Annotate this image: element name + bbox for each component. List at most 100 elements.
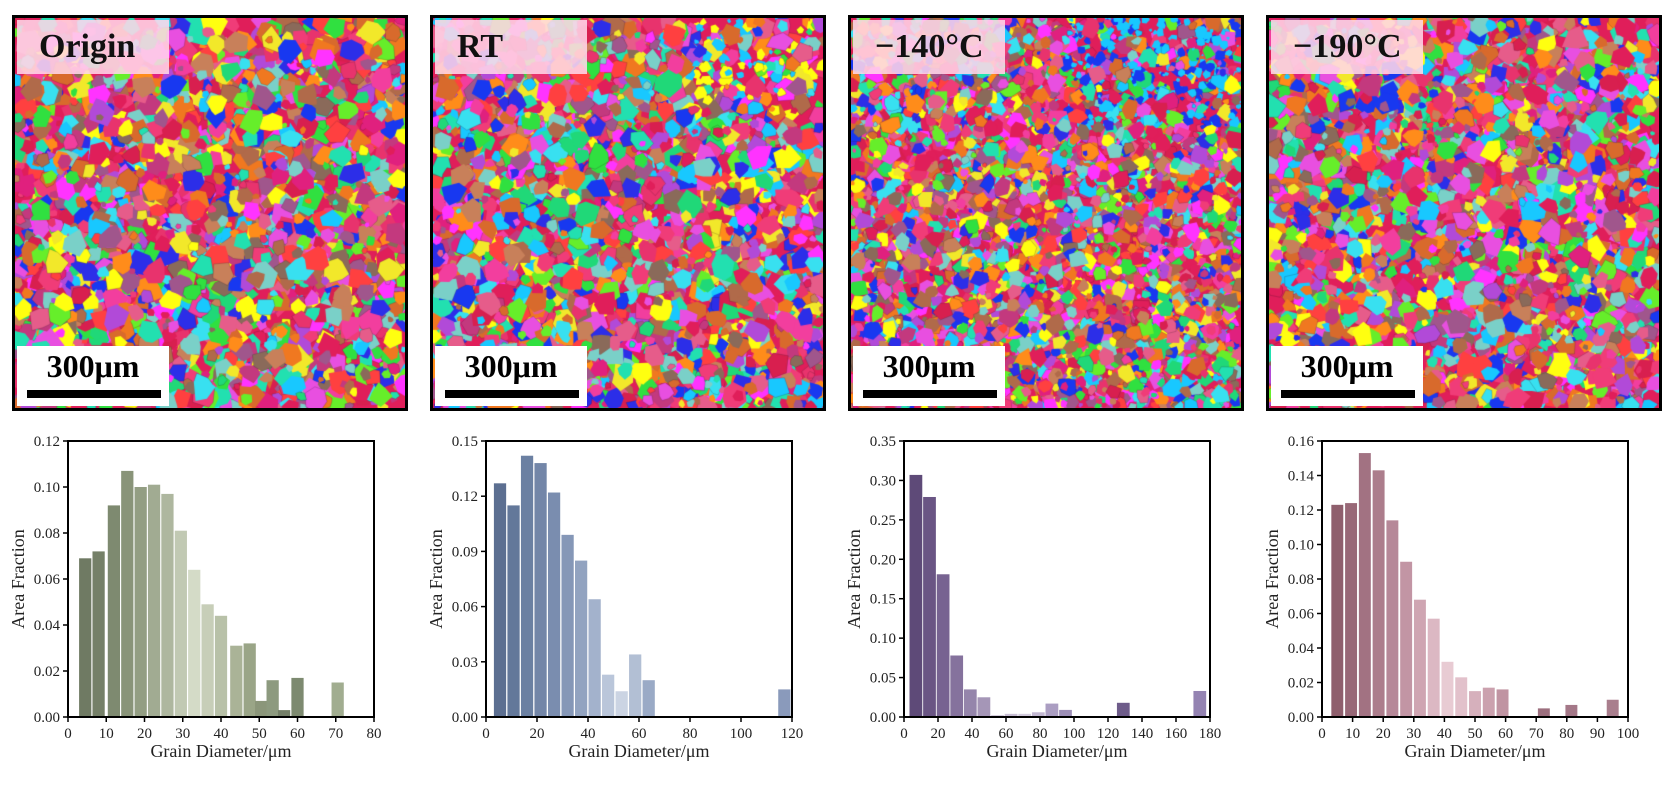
histogram-bar [909,474,923,717]
x-tick-label: 20 [931,726,946,742]
x-tick-label: 60 [1498,726,1513,742]
histogram-bar [1565,704,1578,717]
histogram-bar [778,689,791,717]
x-tick-label: 100 [1063,726,1086,742]
y-tick-label: 0.00 [1288,710,1314,726]
histogram-bar [230,645,243,717]
x-tick-label: 30 [175,726,190,742]
histogram-bar [277,710,291,717]
histogram-bar [1004,713,1018,717]
x-tick-label: 0 [1318,726,1326,742]
x-tick-label: 140 [1131,726,1154,742]
histogram-bar [255,700,268,717]
x-tick-label: 50 [252,726,267,742]
histogram-bar [188,569,201,717]
y-tick-label: 0.00 [870,710,896,726]
grain-orientation-map [1269,18,1659,408]
x-tick-label: 70 [1529,726,1544,742]
y-tick-label: 0.06 [34,572,61,588]
histogram-bar [174,530,187,717]
histogram-bar [243,643,256,717]
x-tick-label: 80 [367,726,382,742]
x-axis-label: Grain Diameter/μm [986,741,1127,761]
x-tick-label: 60 [290,726,305,742]
x-tick-label: 10 [99,726,114,742]
histogram-bar [629,654,642,717]
histogram-bar [1496,689,1509,717]
scale-bar-box: 300μm [435,346,587,406]
y-axis-label: Area Fraction [844,529,864,628]
y-tick-label: 0.00 [452,710,478,726]
x-tick-label: 60 [632,726,647,742]
histogram-bar [92,551,105,717]
scale-bar [27,390,161,398]
y-axis-label: Area Fraction [1262,529,1282,628]
x-axis-label: Grain Diameter/μm [1404,741,1545,761]
histogram-bar [547,492,561,717]
histogram-bar [1059,709,1072,717]
x-tick-label: 100 [1617,726,1640,742]
x-tick-label: 80 [1559,726,1574,742]
y-tick-label: 0.10 [1288,538,1314,554]
x-axis-label: Grain Diameter/μm [568,741,709,761]
histogram-bar [107,505,121,717]
histogram-origin: 0 10 20 30 40 50 60 70 80 0.00 0.02 0.04 0.06 0.08 0.1… [8,434,382,761]
y-tick-label: 0.06 [452,600,479,616]
histogram-bar [615,691,628,717]
x-tick-label: 80 [683,726,698,742]
x-tick-label: 0 [482,726,490,742]
panel-label: RT [435,20,587,74]
grain-orientation-map [433,18,823,408]
x-tick-label: 20 [1376,726,1391,742]
histogram-bar [147,484,161,717]
histogram-bar [1441,661,1454,717]
y-tick-label: 0.08 [34,526,60,542]
histogram-bar [1400,561,1413,717]
scale-bar [445,390,579,398]
y-tick-label: 0.35 [870,434,896,450]
y-tick-label: 0.15 [870,592,896,608]
histogram-bar [1482,687,1495,717]
scale-bar [1281,390,1415,398]
y-tick-label: 0.16 [1288,434,1315,450]
histogram-bar [1386,520,1399,717]
histogram-bar [1455,677,1468,717]
histogram-bar [642,680,655,717]
histogram-rt: 0 20 40 60 80 100 120 0.00 0.03 0.06 0.09 0.12 0.15 G… [426,434,803,761]
histogram-bar [1116,702,1130,717]
x-tick-label: 40 [214,726,229,742]
histogram-bar [1345,503,1358,717]
grain-orientation-map [15,18,405,408]
y-tick-label: 0.20 [870,552,896,568]
scale-bar-label: 300μm [882,348,976,384]
histogram-bar [520,455,534,717]
histogram-bar [507,505,520,717]
x-tick-label: 60 [999,726,1014,742]
histogram-minus140: 0 20 40 60 80 100 120 140 160 180 0.00 0.05 0.10 0.15… [844,434,1222,761]
histogram-bar [963,689,977,717]
histogram-bar [936,574,950,717]
histogram-bar [201,604,214,717]
scale-bar-box: 300μm [853,346,1005,406]
histogram-bar [574,560,588,717]
histogram-bar [493,483,507,717]
y-tick-label: 0.10 [870,631,896,647]
histogram-bar [291,677,304,717]
x-tick-label: 180 [1199,726,1222,742]
histogram-bar [214,615,228,717]
grain-orientation-map [851,18,1241,408]
y-tick-label: 0.10 [34,480,60,496]
histogram-bar [121,470,134,717]
histogram-bar [602,674,615,717]
histogram-bar [534,463,547,717]
histogram-bar [134,487,147,717]
scale-bar-box: 300μm [1271,346,1423,406]
y-tick-label: 0.09 [452,544,478,560]
histogram-bar [588,599,601,717]
histogram-bar [79,558,92,717]
histogram-bar [1413,599,1426,717]
x-tick-label: 80 [1033,726,1048,742]
x-axis-label: Grain Diameter/μm [150,741,291,761]
panel-label: Origin [17,20,169,74]
x-tick-label: 0 [900,726,908,742]
